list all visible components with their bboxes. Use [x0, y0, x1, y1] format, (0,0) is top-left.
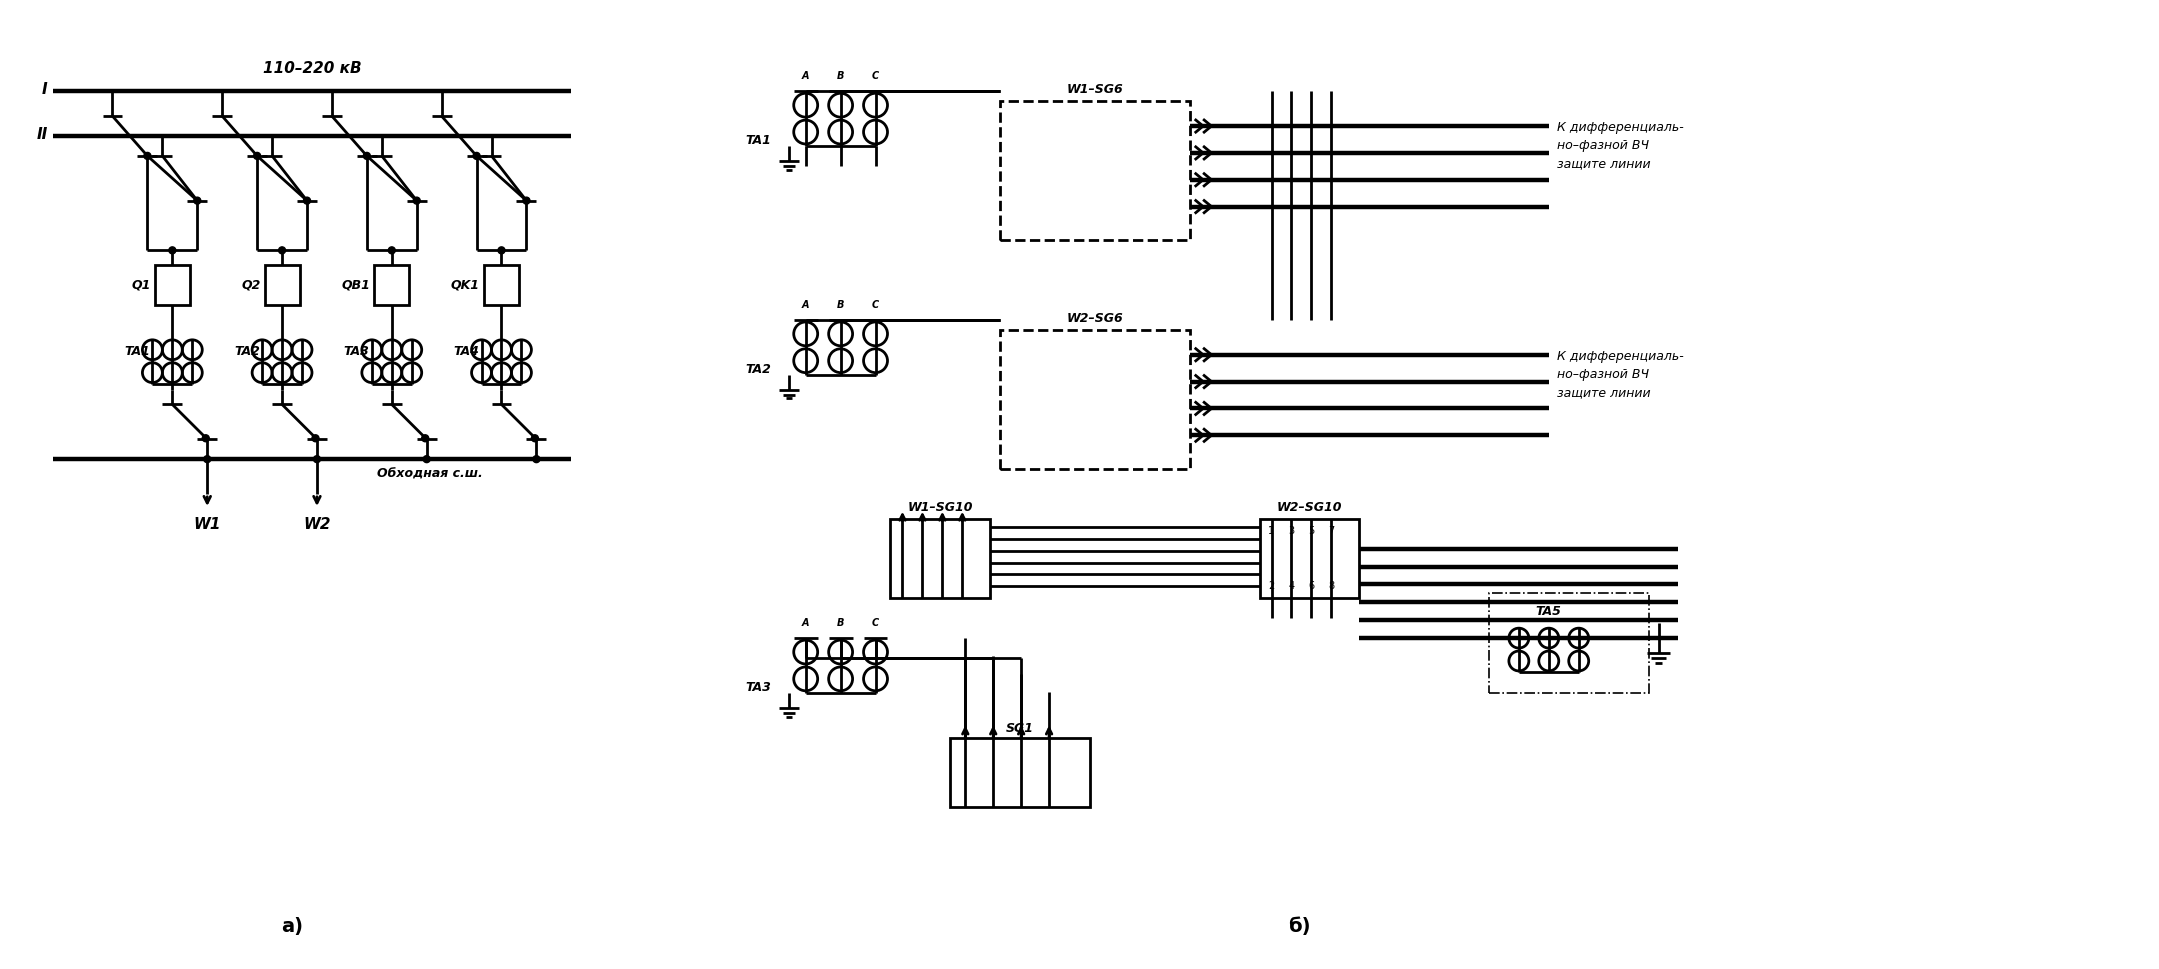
Text: Q1: Q1: [132, 279, 151, 292]
Text: 1: 1: [1269, 526, 1274, 536]
Bar: [890, 518, 991, 598]
Circle shape: [145, 152, 151, 159]
Text: W2: W2: [302, 516, 330, 532]
Text: II: II: [37, 127, 47, 141]
Text: I: I: [41, 81, 47, 97]
Bar: [1259, 518, 1360, 598]
Circle shape: [313, 435, 320, 442]
Circle shape: [279, 247, 285, 254]
Circle shape: [313, 455, 320, 462]
Circle shape: [473, 152, 479, 159]
Text: TA3: TA3: [343, 345, 369, 358]
Circle shape: [389, 247, 395, 254]
Bar: [1490, 593, 1649, 693]
Text: B: B: [838, 300, 844, 310]
Text: TA1: TA1: [125, 345, 151, 358]
Bar: [266, 266, 300, 305]
Text: 2: 2: [1267, 581, 1274, 591]
Text: 5: 5: [1308, 526, 1315, 536]
Text: К дифференциаль-
но–фазной ВЧ
защите линии: К дифференциаль- но–фазной ВЧ защите лин…: [1557, 121, 1684, 171]
Circle shape: [421, 435, 430, 442]
Circle shape: [168, 247, 175, 254]
Text: B: B: [838, 618, 844, 628]
Bar: [155, 266, 190, 305]
Text: QK1: QK1: [451, 279, 479, 292]
Bar: [374, 266, 410, 305]
Text: B: B: [838, 72, 844, 81]
Text: 4: 4: [1289, 581, 1295, 591]
Text: К дифференциаль-
но–фазной ВЧ
защите линии: К дифференциаль- но–фазной ВЧ защите лин…: [1557, 350, 1684, 399]
Bar: [1000, 101, 1190, 240]
Text: TA3: TA3: [745, 681, 771, 695]
Text: 110–220 кВ: 110–220 кВ: [263, 61, 361, 77]
Text: W2–SG6: W2–SG6: [1067, 312, 1123, 325]
Bar: [484, 266, 518, 305]
Text: 8: 8: [1328, 581, 1334, 591]
Circle shape: [412, 197, 421, 204]
Text: C: C: [872, 72, 879, 81]
Circle shape: [203, 435, 209, 442]
Circle shape: [194, 197, 201, 204]
Text: W1–SG10: W1–SG10: [907, 501, 974, 514]
Text: W1: W1: [194, 516, 220, 532]
Text: W2–SG10: W2–SG10: [1276, 501, 1343, 514]
Circle shape: [522, 197, 529, 204]
Text: 7: 7: [1328, 526, 1334, 536]
Text: A: A: [801, 618, 810, 628]
Circle shape: [499, 247, 505, 254]
Circle shape: [531, 435, 538, 442]
Text: TA2: TA2: [745, 363, 771, 376]
Text: C: C: [872, 300, 879, 310]
Text: TA4: TA4: [453, 345, 479, 358]
Text: TA1: TA1: [745, 135, 771, 147]
Circle shape: [253, 152, 261, 159]
Text: W1–SG6: W1–SG6: [1067, 83, 1123, 96]
Circle shape: [533, 455, 540, 462]
Circle shape: [363, 152, 371, 159]
Bar: [950, 737, 1090, 807]
Text: б): б): [1289, 918, 1311, 936]
Text: TA2: TA2: [233, 345, 259, 358]
Text: Q2: Q2: [242, 279, 261, 292]
Text: SG1: SG1: [1006, 722, 1034, 735]
Text: 6: 6: [1308, 581, 1315, 591]
Text: A: A: [801, 72, 810, 81]
Circle shape: [423, 455, 430, 462]
Text: QB1: QB1: [341, 279, 371, 292]
Circle shape: [304, 197, 311, 204]
Text: TA5: TA5: [1535, 606, 1561, 618]
Text: 3: 3: [1289, 526, 1295, 536]
Circle shape: [203, 455, 212, 462]
Text: C: C: [872, 618, 879, 628]
Bar: [1000, 329, 1190, 469]
Text: A: A: [801, 300, 810, 310]
Text: а): а): [281, 918, 302, 936]
Text: Обходная с.ш.: Обходная с.ш.: [378, 467, 484, 480]
